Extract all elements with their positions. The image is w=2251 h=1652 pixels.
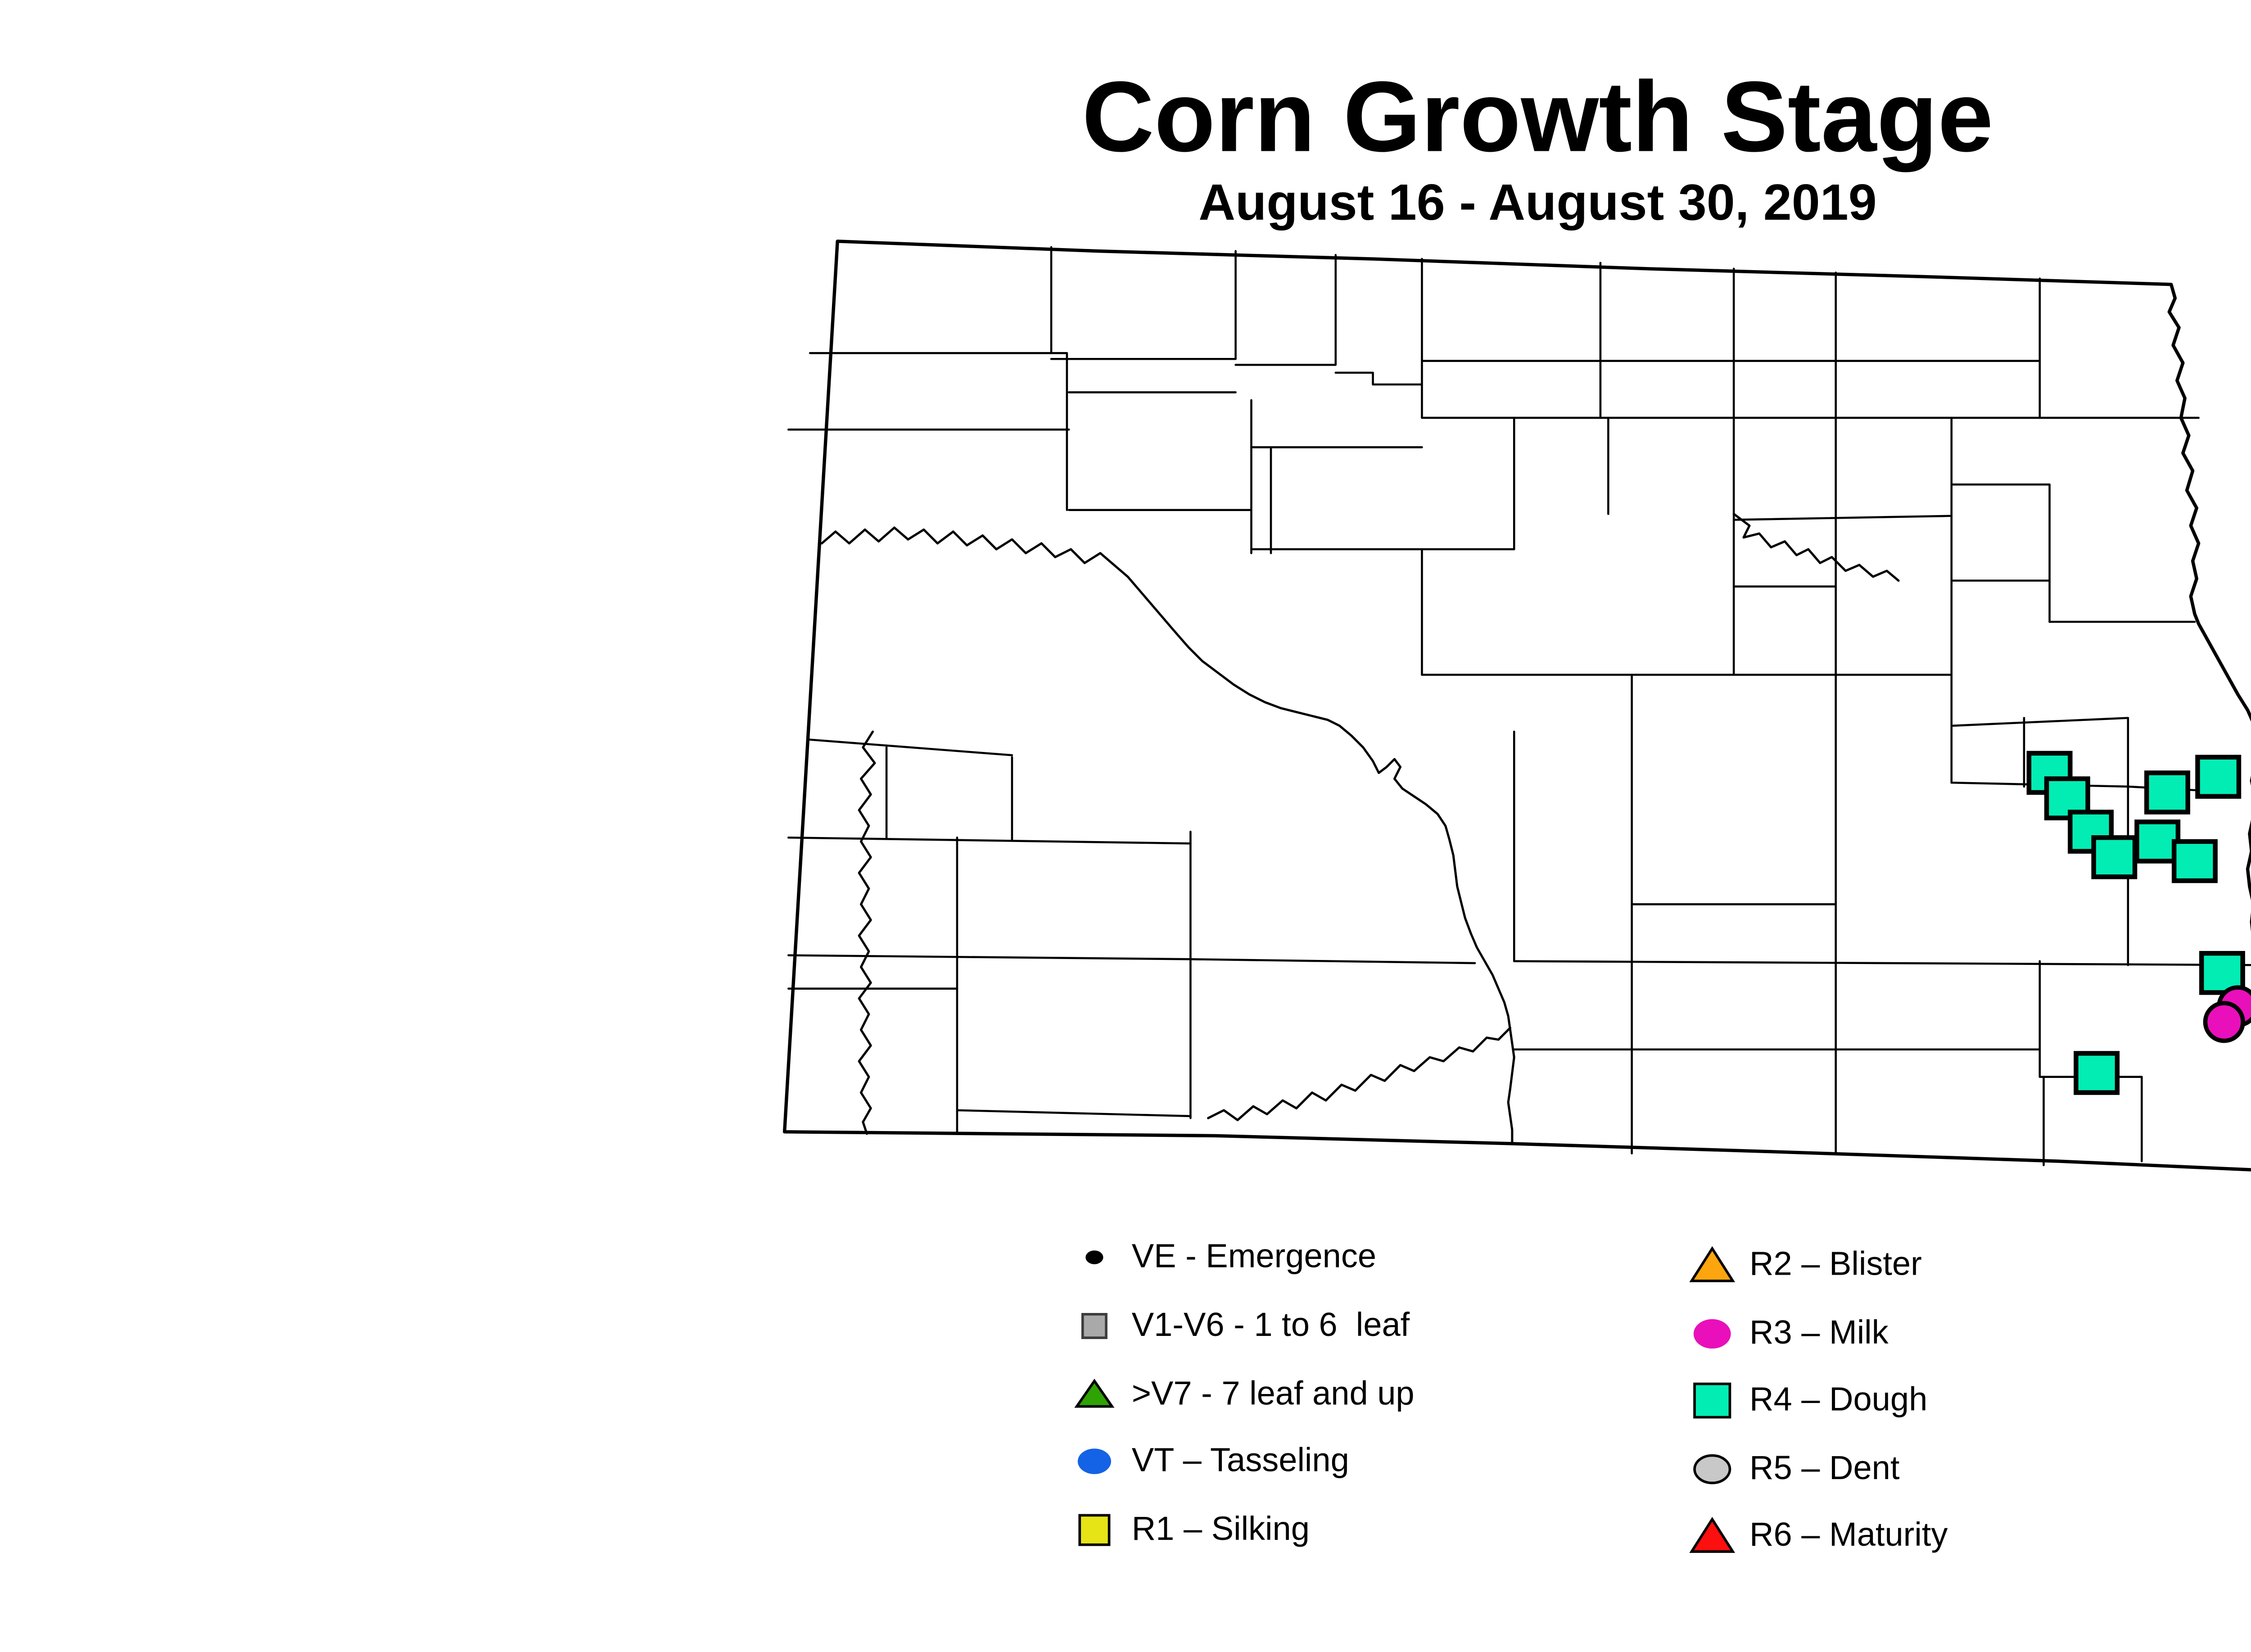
- missouri-river: [820, 526, 1515, 1145]
- legend-label-r2: R2 – Blister: [1749, 1245, 1922, 1283]
- legend-item-v1v6: V1-V6 - 1 to 6 leaf: [1065, 1302, 1415, 1349]
- legend-marker-r5-icon: [1693, 1453, 1731, 1484]
- legend-marker-ve-icon: [1085, 1250, 1103, 1264]
- map-marker-r4: [2074, 1051, 2120, 1095]
- little-missouri-river: [858, 730, 876, 1135]
- legend-item-r4: R4 – Dough: [1683, 1377, 1948, 1424]
- chart-subtitle: August 16 - August 30, 2019: [1198, 172, 1877, 232]
- map-marker-r3: [2203, 1001, 2245, 1043]
- legend-label-v1v6: V1-V6 - 1 to 6 leaf: [1131, 1306, 1410, 1344]
- map-marker-r4: [2171, 839, 2218, 883]
- legend-marker-vt-icon: [1077, 1449, 1111, 1475]
- legend-marker-r3: [1693, 1318, 1731, 1348]
- legend-marker-v7-icon: [1074, 1378, 1115, 1407]
- legend-marker-r6: [1689, 1516, 1736, 1553]
- map-marker-r4: [2091, 835, 2138, 879]
- map-markers: [2026, 751, 2251, 1095]
- legend-item-r5: R5 – Dent: [1683, 1445, 1948, 1492]
- legend-label-r1: R1 – Silking: [1131, 1511, 1310, 1548]
- legend-marker-r6-icon: [1689, 1516, 1736, 1553]
- county-lines: [787, 246, 2251, 1167]
- legend-label-r4: R4 – Dough: [1749, 1380, 1928, 1418]
- legend-label-v7: >V7 - 7 leaf and up: [1131, 1374, 1415, 1412]
- legend-item-v7: >V7 - 7 leaf and up: [1065, 1370, 1415, 1417]
- legend-marker-vt: [1077, 1449, 1111, 1475]
- legend-marker-r5: [1693, 1453, 1731, 1484]
- legend-marker-r2-icon: [1689, 1246, 1736, 1282]
- map-marker-r4: [2134, 819, 2181, 864]
- legend-marker-v7: [1074, 1378, 1115, 1407]
- rivers: [820, 512, 1900, 1145]
- legend-label-r6: R6 – Maturity: [1749, 1516, 1948, 1554]
- legend-column-right: R2 – Blister R3 – Milk R4 – Dough R5 – Dent…: [1683, 1242, 1948, 1560]
- legend-marker-r1-icon: [1078, 1514, 1111, 1547]
- legend-label-r5: R5 – Dent: [1749, 1448, 1900, 1486]
- legend-label-r3: R3 – Milk: [1749, 1313, 1889, 1351]
- legend-marker-v1v6: [1081, 1313, 1107, 1339]
- legend-label-vt: VT – Tasseling: [1131, 1442, 1349, 1480]
- legend-marker-r4-icon: [1693, 1382, 1731, 1419]
- legend-item-r6: R6 – Maturity: [1683, 1512, 1948, 1560]
- legend-item-r2: R2 – Blister: [1683, 1242, 1948, 1289]
- legend-column-left: VE - Emergence V1-V6 - 1 to 6 leaf >V7 - 7…: [1065, 1234, 1415, 1554]
- legend-item-r3: R3 – Milk: [1683, 1309, 1948, 1357]
- legend-marker-r4: [1693, 1382, 1731, 1419]
- legend-marker-v1v6-icon: [1081, 1313, 1107, 1339]
- legend-label-ve: VE - Emergence: [1131, 1237, 1377, 1275]
- legend-marker-r3-icon: [1693, 1318, 1731, 1348]
- legend-marker-r1: [1078, 1514, 1111, 1547]
- legend-item-r1: R1 – Silking: [1065, 1507, 1415, 1554]
- cannonball-river: [1207, 1027, 1512, 1122]
- legend-item-vt: VT – Tasseling: [1065, 1439, 1415, 1486]
- devils-lake-shore: [1732, 512, 1900, 582]
- legend-item-ve: VE - Emergence: [1065, 1234, 1415, 1281]
- state-outline: [782, 240, 2251, 1172]
- map-marker-r4: [2144, 770, 2190, 815]
- legend-marker-ve: [1085, 1250, 1103, 1264]
- map-marker-r4: [2195, 755, 2242, 799]
- legend-marker-r2: [1689, 1246, 1736, 1282]
- chart-title: Corn Growth Stage: [1082, 61, 1993, 173]
